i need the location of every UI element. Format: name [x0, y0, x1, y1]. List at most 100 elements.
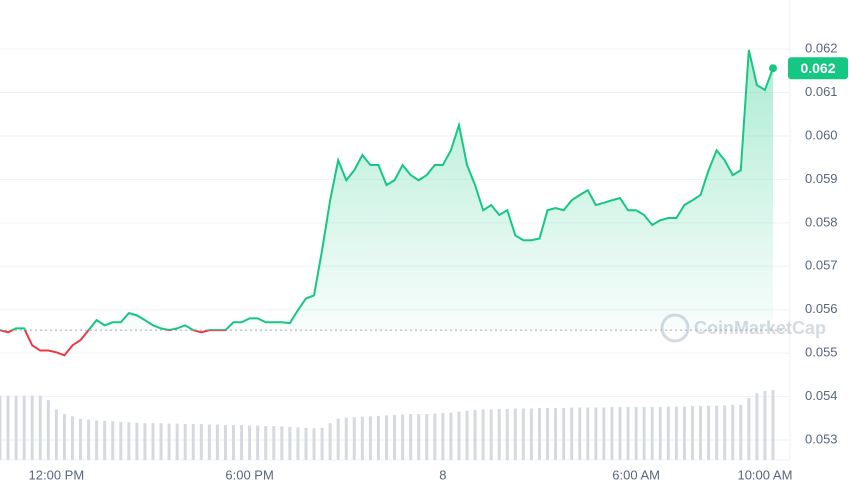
volume-bar — [521, 408, 525, 460]
volume-bar — [755, 393, 759, 460]
y-tick-label: 0.060 — [805, 127, 838, 142]
volume-bar — [650, 407, 654, 460]
volume-bar — [14, 395, 18, 460]
volume-bar — [336, 418, 340, 460]
volume-bar — [215, 424, 219, 460]
volume-bar — [763, 391, 767, 460]
volume-bar — [376, 415, 380, 460]
volume-bar — [723, 405, 727, 460]
x-tick-label: 6:00 PM — [225, 467, 273, 482]
volume-bar — [570, 407, 574, 460]
volume-bar — [312, 428, 316, 460]
x-tick-label: 10:00 AM — [737, 467, 792, 482]
price-area — [0, 49, 773, 331]
volume-bar — [328, 423, 332, 460]
volume-bar — [256, 425, 260, 460]
volume-bar — [103, 420, 107, 460]
volume-bar — [304, 427, 308, 460]
volume-bar — [457, 411, 461, 460]
y-tick-label: 0.062 — [805, 41, 838, 56]
volume-bar — [747, 397, 751, 460]
volume-bar — [191, 424, 195, 460]
y-tick-label: 0.055 — [805, 345, 838, 360]
y-tick-label: 0.061 — [805, 84, 838, 99]
volume-bar — [95, 420, 99, 460]
price-line — [0, 49, 774, 331]
volume-bar — [594, 407, 598, 460]
volume-bar — [441, 413, 445, 460]
volume-bar — [87, 419, 91, 460]
volume-bar — [344, 417, 348, 460]
volume-bar — [393, 414, 397, 460]
y-tick-label: 0.058 — [805, 214, 838, 229]
volume-bar — [79, 418, 83, 460]
volume-bar — [0, 395, 2, 460]
volume-bar — [578, 407, 582, 460]
volume-bar — [288, 426, 292, 460]
volume-bar — [135, 422, 139, 460]
volume-bar — [481, 409, 485, 460]
volume-bar — [167, 423, 171, 460]
volume-bar — [175, 423, 179, 460]
y-tick-label: 0.053 — [805, 431, 838, 446]
volume-bar — [143, 423, 147, 460]
volume-bar — [368, 416, 372, 460]
volume-bar — [70, 416, 74, 460]
volume-bar — [417, 414, 421, 460]
volume-bar — [151, 423, 155, 460]
y-tick-label: 0.056 — [805, 301, 838, 316]
y-tick-label: 0.057 — [805, 258, 838, 273]
volume-bar — [232, 425, 236, 460]
volume-bar — [682, 406, 686, 460]
volume-bar — [207, 424, 211, 460]
volume-bar — [223, 425, 227, 460]
volume-bar — [111, 421, 115, 460]
volume-bar — [127, 422, 131, 460]
volume-bar — [771, 390, 775, 460]
volume-bar — [401, 414, 405, 460]
volume-bar — [425, 414, 429, 460]
volume-bar — [30, 395, 34, 460]
volume-bar — [562, 408, 566, 460]
volume-bar — [240, 425, 244, 460]
volume-bar — [449, 412, 453, 460]
volume-bar — [320, 427, 324, 460]
volume-bar — [658, 407, 662, 460]
volume-bar — [699, 406, 703, 460]
volume-bar — [38, 395, 42, 460]
volume-bar — [739, 404, 743, 460]
volume-bar — [199, 424, 203, 460]
volume-bar — [715, 405, 719, 460]
volume-bar — [54, 409, 58, 460]
current-point — [769, 64, 777, 73]
volume-bar — [409, 414, 413, 460]
volume-bar — [529, 408, 533, 460]
volume-bar — [264, 425, 268, 460]
x-tick-label: 6:00 AM — [612, 467, 660, 482]
volume-bar — [731, 404, 735, 460]
volume-bar — [272, 425, 276, 460]
volume-bar — [618, 407, 622, 460]
volume-bar — [642, 407, 646, 460]
volume-bar — [296, 427, 300, 460]
volume-bar — [690, 406, 694, 460]
volume-bar — [666, 406, 670, 460]
volume-bar — [554, 408, 558, 460]
current-price-badge — [788, 57, 848, 80]
volume-bar — [119, 421, 123, 460]
volume-bar — [433, 413, 437, 460]
volume-bar — [513, 408, 517, 460]
x-tick-label: 12:00 PM — [29, 467, 85, 482]
volume-bar — [465, 410, 469, 460]
current-price-label: 0.062 — [800, 60, 835, 76]
volume-bar — [537, 408, 541, 460]
volume-bar — [280, 426, 284, 460]
volume-bar — [385, 415, 388, 460]
x-tick-label: 8 — [439, 467, 446, 482]
volume-bar — [352, 417, 356, 460]
volume-bar — [159, 423, 163, 460]
volume-bar — [46, 400, 50, 460]
volume-bar — [586, 407, 590, 460]
volume-bar — [489, 409, 493, 460]
